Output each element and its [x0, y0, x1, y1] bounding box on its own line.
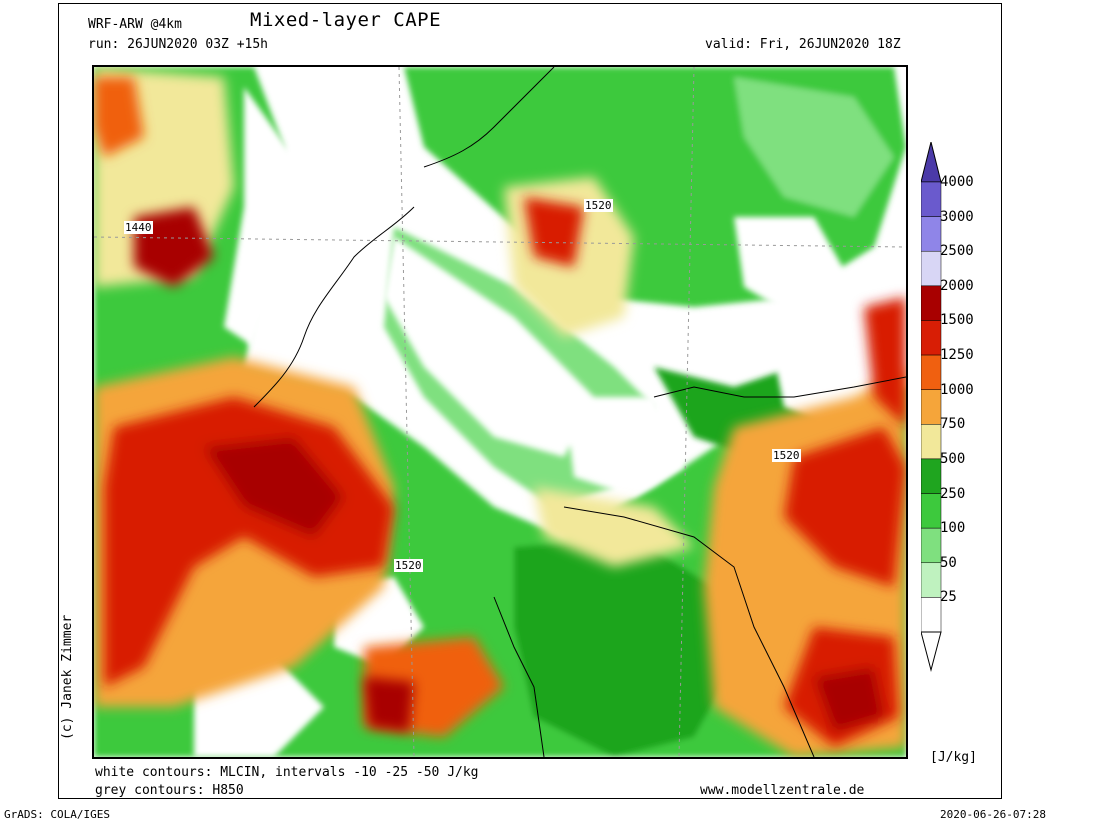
- model-label: WRF-ARW @4km: [88, 17, 182, 32]
- unit-label: [J/kg]: [930, 750, 977, 765]
- colorbar-bin: [920, 285, 942, 321]
- legend-label: 1500: [940, 312, 974, 329]
- valid-label: valid: Fri, 26JUN2020 18Z: [705, 37, 901, 52]
- legend-label: 250: [940, 485, 966, 502]
- cape-field: [94, 67, 906, 757]
- legend-label: 25: [940, 589, 957, 606]
- contour-label: 1520: [772, 449, 801, 462]
- colorbar-bin: [920, 181, 942, 217]
- contour-label: 1440: [124, 221, 153, 234]
- legend-label: 2000: [940, 277, 974, 294]
- credit-label: (c) Janek Zimmer: [60, 614, 75, 740]
- colorbar-bin: [920, 527, 942, 564]
- colorbar-bin: [920, 562, 942, 598]
- cape-zero-regions: [194, 87, 884, 757]
- contour-label: 1520: [394, 559, 423, 572]
- colorbar-bin: [920, 493, 942, 529]
- legend-label: 3000: [940, 208, 974, 225]
- colorbar-bin: [920, 250, 942, 287]
- grads-label: GrADS: COLA/IGES: [4, 808, 110, 821]
- grey-contours-note: grey contours: H850: [95, 783, 244, 798]
- legend-label: 50: [940, 554, 957, 571]
- colorbar: [920, 141, 942, 672]
- colorbar-bin: [920, 458, 942, 494]
- legend-label: 1250: [940, 347, 974, 364]
- cape-map: 1440 1520 1520 1520: [92, 65, 908, 759]
- colorbar-bin: [920, 424, 942, 460]
- run-label: run: 26JUN2020 03Z +15h: [88, 37, 269, 52]
- colorbar-bins: [920, 181, 942, 633]
- contour-label: 1520: [584, 199, 613, 212]
- colorbar-bin: [920, 597, 942, 633]
- colorbar-bin: [920, 354, 942, 390]
- grid-lines: [94, 67, 906, 757]
- legend-label: 100: [940, 520, 966, 537]
- coastlines: [253, 67, 906, 757]
- colorbar-bin: [920, 389, 942, 425]
- legend-label: 4000: [940, 174, 974, 190]
- legend-label: 1000: [940, 381, 974, 398]
- legend-label: 500: [940, 450, 966, 467]
- legend-label: 2500: [940, 243, 974, 260]
- legend-label: 750: [940, 416, 966, 433]
- colorbar-top-arrow: [920, 141, 942, 183]
- color-legend: [920, 141, 942, 676]
- website-label: www.modellzentrale.de: [700, 783, 865, 798]
- colorbar-bottom-arrow: [920, 631, 942, 672]
- colorbar-bin: [920, 320, 942, 356]
- colorbar-bin: [920, 216, 942, 252]
- timestamp-label: 2020-06-26-07:28: [940, 808, 1046, 821]
- white-contours-note: white contours: MLCIN, intervals -10 -25…: [95, 765, 479, 780]
- cape-high-regions: [94, 77, 906, 747]
- map-title: Mixed-layer CAPE: [250, 9, 442, 31]
